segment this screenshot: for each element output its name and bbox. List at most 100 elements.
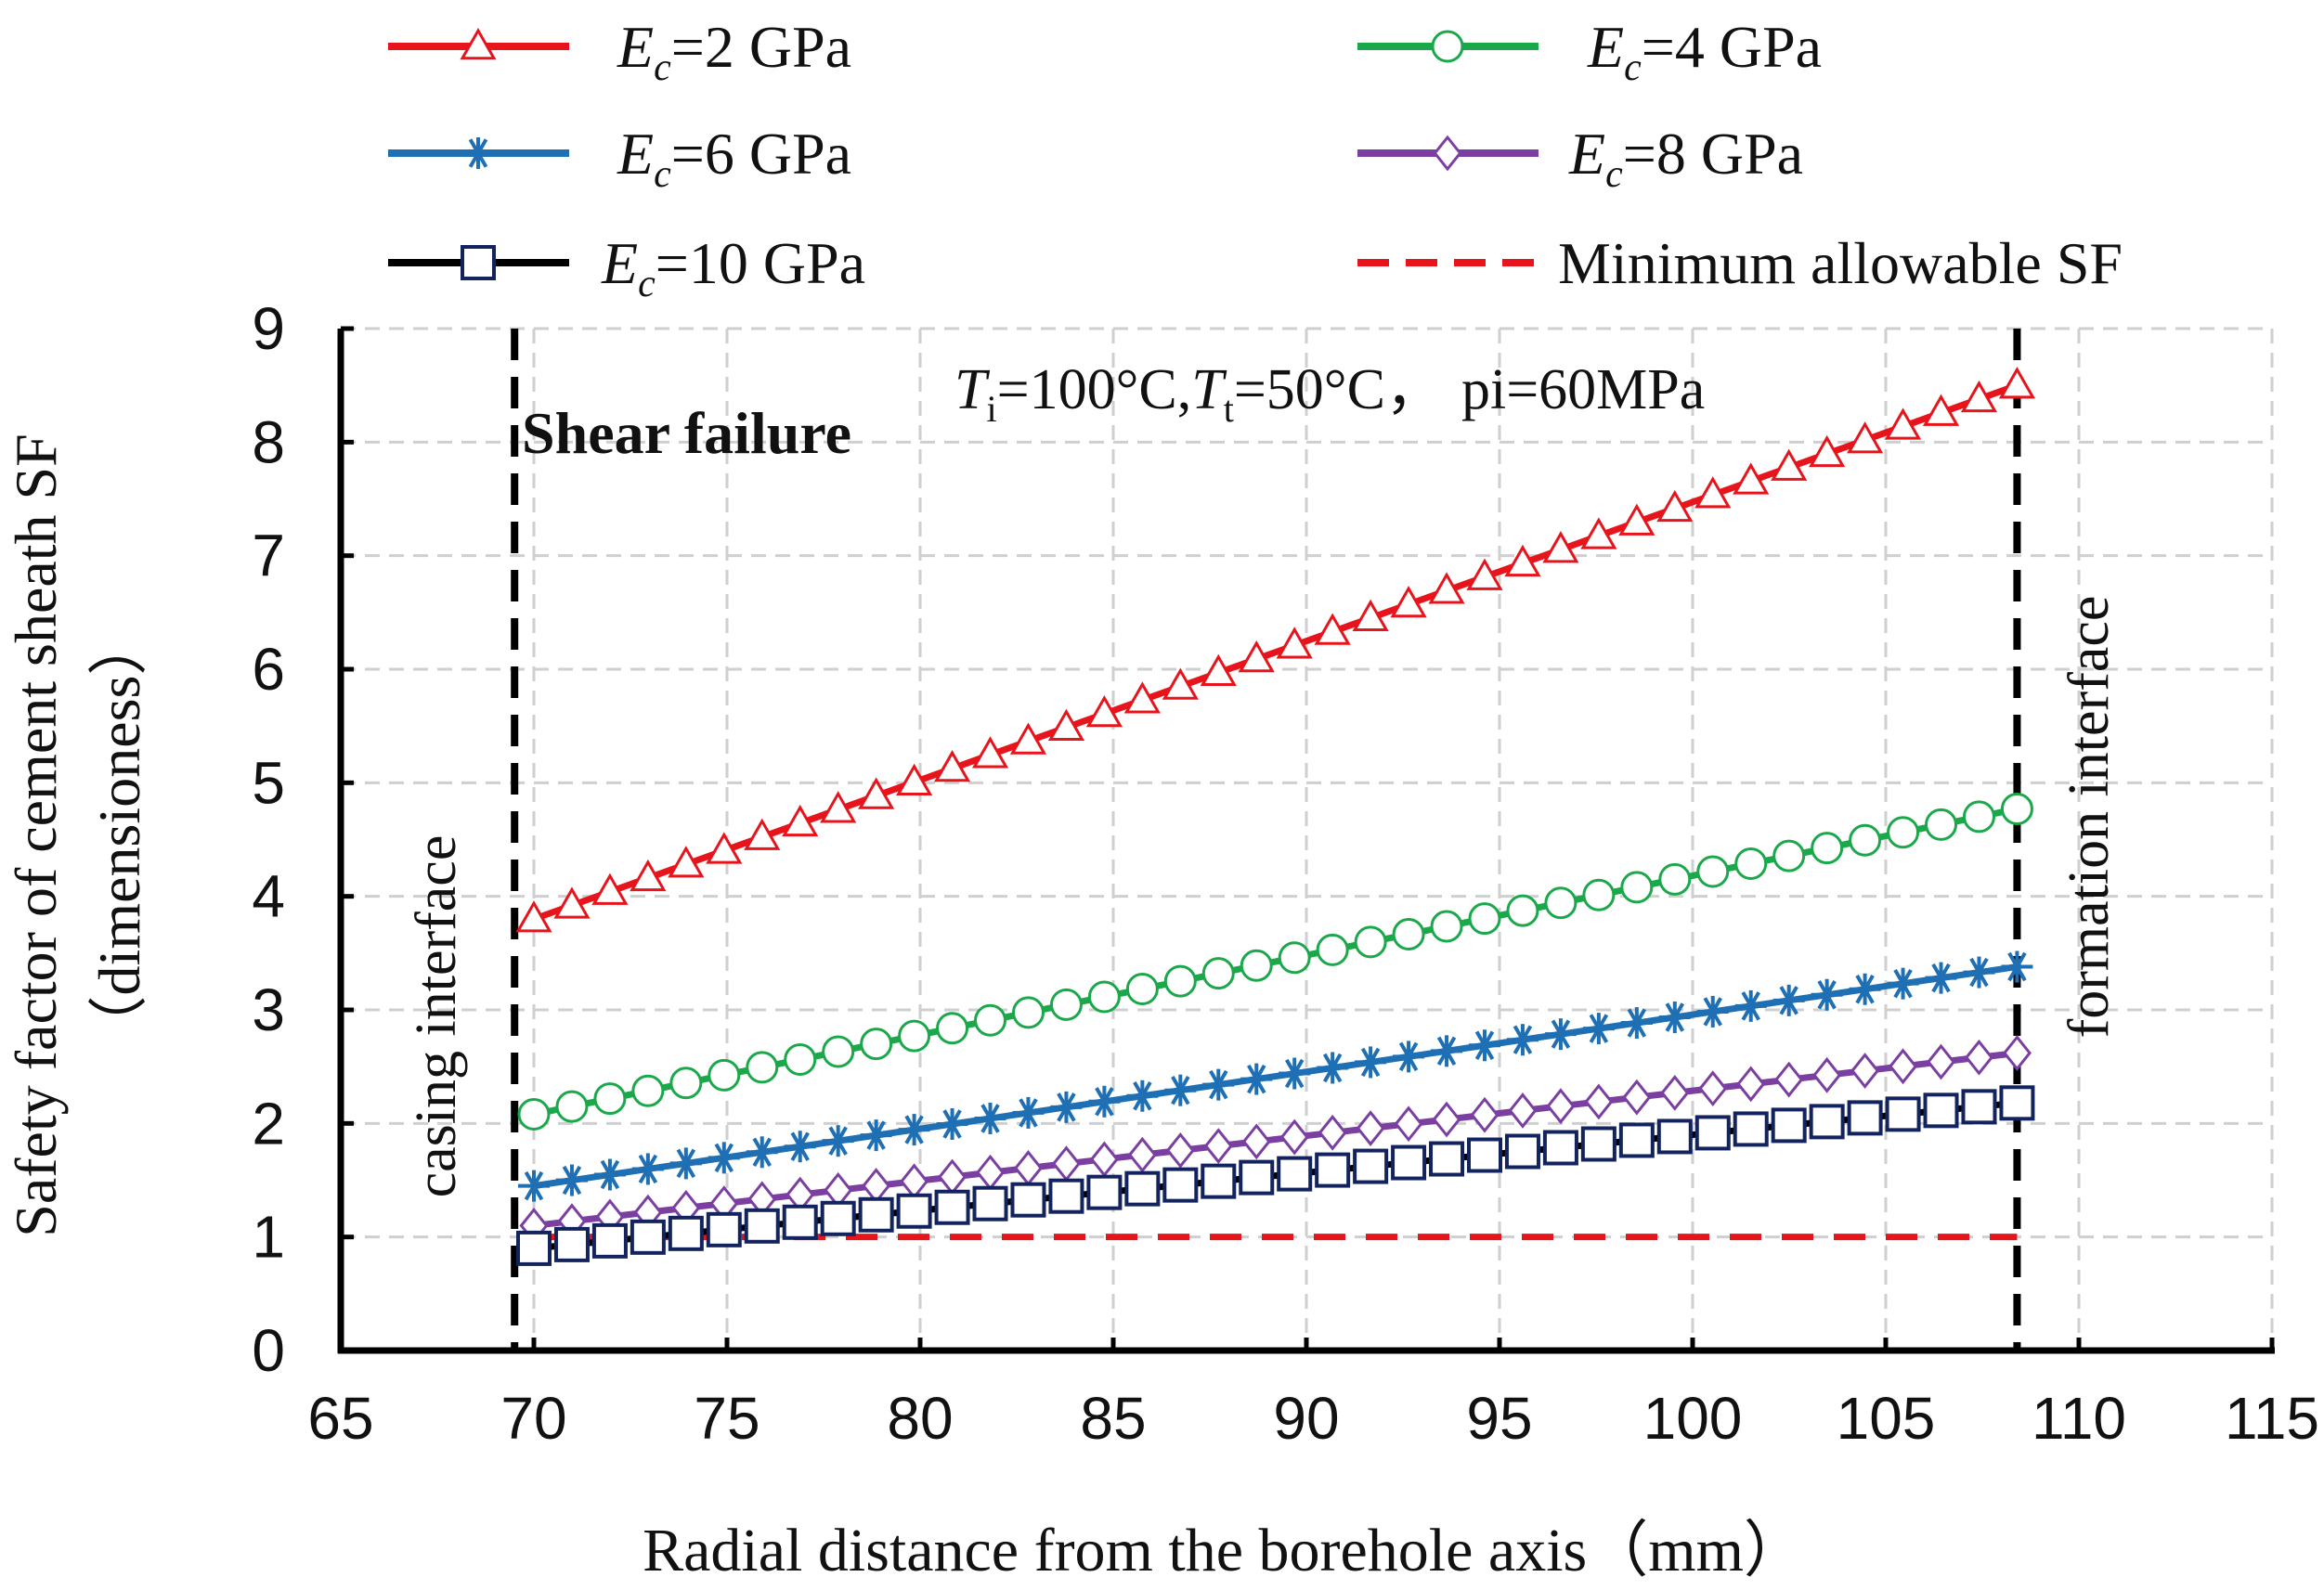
- data-point-e2: [706, 832, 743, 864]
- data-point-e8: [975, 1154, 1006, 1191]
- data-point-e10: [1504, 1133, 1540, 1170]
- data-point-e6: [1202, 1068, 1235, 1101]
- y-tick-label: 2: [252, 1090, 285, 1157]
- data-point-e8: [1926, 1043, 1956, 1080]
- data-point-e4: [1125, 973, 1159, 1006]
- data-point-e2: [1162, 667, 1199, 700]
- data-point-e10: [1961, 1089, 1997, 1125]
- data-point-e4: [1278, 941, 1311, 975]
- series-line-e4: [533, 806, 2019, 1118]
- data-point-e8: [1508, 1092, 1538, 1129]
- data-point-e6: [669, 1147, 702, 1180]
- series-line-e2: [532, 381, 2019, 923]
- data-point-e4: [1392, 917, 1425, 950]
- data-point-e6: [1925, 962, 1957, 994]
- data-point-e10: [1999, 1085, 2035, 1121]
- data-point-e8: [1013, 1150, 1044, 1186]
- data-point-e8: [1660, 1074, 1690, 1111]
- data-point-e10: [1010, 1182, 1046, 1218]
- x-tick-label: 115: [2225, 1385, 2319, 1452]
- legend-label: Ec=8 GPa: [1568, 121, 1803, 196]
- data-point-e10: [1923, 1092, 1959, 1129]
- legend-item-e10: Ec=10 GPa: [388, 230, 865, 305]
- legend-item-e8: Ec=8 GPa: [1357, 121, 1803, 196]
- data-point-e4: [1163, 964, 1197, 998]
- data-point-e6: [1012, 1096, 1045, 1129]
- data-point-e8: [1356, 1110, 1385, 1146]
- data-point-e4: [1468, 902, 1501, 936]
- casing-interface-label: casing interface: [405, 835, 468, 1198]
- data-point-e6: [1393, 1041, 1425, 1073]
- data-point-e8: [1127, 1136, 1157, 1173]
- data-point-e10: [1239, 1159, 1275, 1196]
- data-point-e10: [1580, 1126, 1616, 1162]
- data-point-e10: [744, 1208, 780, 1244]
- data-point-e10: [668, 1215, 704, 1251]
- legend-label: Ec=6 GPa: [617, 121, 851, 196]
- data-point-e6: [2001, 950, 2033, 983]
- data-point-e6: [1088, 1085, 1121, 1118]
- data-point-e2: [1466, 558, 1503, 590]
- data-point-e2: [1009, 722, 1047, 755]
- x-tick-label: 90: [1273, 1385, 1339, 1452]
- data-point-e2: [1884, 407, 1922, 440]
- y-tick-label: 9: [252, 295, 285, 362]
- data-point-e4: [1925, 808, 1958, 841]
- data-point-e2: [782, 804, 819, 837]
- x-tick-label: 100: [1643, 1385, 1743, 1452]
- data-point-e10: [1771, 1107, 1807, 1144]
- axes: [337, 326, 2275, 1354]
- x-tick-label: 85: [1080, 1385, 1146, 1452]
- data-point-e8: [1889, 1048, 1918, 1085]
- grid: [341, 327, 2274, 1351]
- data-point-e6: [1506, 1024, 1539, 1056]
- data-point-e4: [784, 1042, 817, 1076]
- legend-item-threshold: Minimum allowable SF: [1357, 230, 2123, 296]
- data-point-e10: [516, 1230, 552, 1266]
- data-point-e2: [1390, 586, 1427, 618]
- shear-failure-label: Shear failure: [522, 400, 851, 466]
- x-tick-label: 75: [694, 1385, 760, 1452]
- data-point-e6: [1696, 995, 1729, 1028]
- series-line-e6: [533, 963, 2018, 1190]
- data-point-e6: [1544, 1018, 1577, 1051]
- data-point-e10: [1429, 1141, 1465, 1177]
- data-point-e10: [1694, 1115, 1731, 1151]
- data-point-e8: [2002, 1035, 2032, 1071]
- data-point-e2: [1314, 613, 1351, 645]
- data-point-e10: [1656, 1118, 1693, 1155]
- series-e2: [515, 367, 2036, 933]
- data-point-e6: [1431, 1035, 1463, 1067]
- series-e4: [517, 792, 2033, 1131]
- data-point-e2: [1580, 517, 1617, 549]
- data-point-e2: [1542, 531, 1579, 563]
- data-point-e10: [1048, 1178, 1084, 1214]
- conditions-annotation: Ti=100°C,Tt=50°C， pi=60MPa: [954, 358, 1705, 430]
- data-point-e8: [1165, 1131, 1195, 1169]
- data-point-e4: [1011, 996, 1045, 1029]
- data-point-e2: [1085, 694, 1123, 728]
- legend-swatch-marker: [462, 137, 494, 169]
- data-point-e4: [1354, 925, 1387, 959]
- data-point-e4: [555, 1090, 589, 1123]
- y-tick-label: 8: [252, 408, 285, 475]
- data-point-e10: [1201, 1163, 1237, 1199]
- data-point-e4: [708, 1058, 741, 1092]
- data-point-e6: [974, 1102, 1006, 1134]
- legend-item-e6: Ec=6 GPa: [388, 121, 851, 196]
- x-tick-label: 105: [1837, 1385, 1936, 1452]
- legend-label: Ec=10 GPa: [601, 230, 865, 305]
- data-point-e6: [518, 1170, 550, 1202]
- legend-swatch-marker: [460, 27, 497, 60]
- data-point-e2: [1998, 367, 2036, 399]
- data-point-e10: [858, 1196, 894, 1233]
- y-tick-label: 3: [252, 976, 285, 1043]
- data-point-e6: [1582, 1013, 1615, 1045]
- data-point-e2: [668, 846, 705, 878]
- data-point-e8: [1736, 1066, 1766, 1103]
- data-point-e2: [1656, 489, 1694, 523]
- data-point-e2: [896, 763, 933, 795]
- y-tick-label: 0: [252, 1317, 285, 1384]
- data-point-e6: [860, 1119, 892, 1152]
